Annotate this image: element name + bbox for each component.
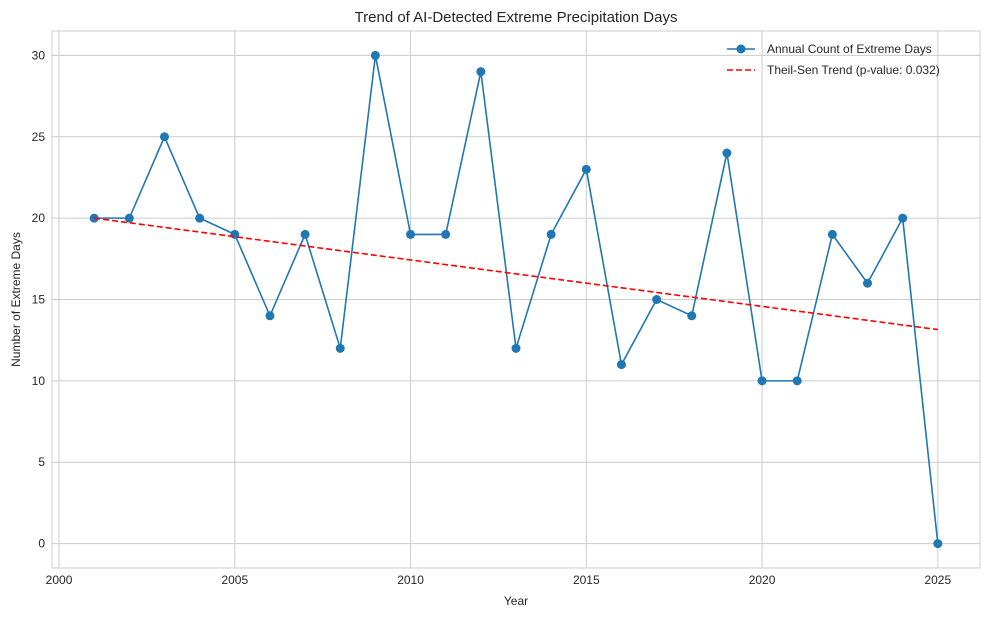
data-point bbox=[827, 229, 837, 239]
y-axis: 0 5 10 15 20 25 30 bbox=[32, 48, 46, 550]
data-point bbox=[370, 50, 380, 60]
data-point bbox=[898, 213, 908, 223]
grid bbox=[52, 31, 980, 568]
data-point bbox=[406, 229, 416, 239]
data-point bbox=[300, 229, 310, 239]
data-point bbox=[476, 67, 486, 77]
data-point bbox=[511, 343, 521, 353]
data-point bbox=[124, 213, 134, 223]
y-tick-label: 0 bbox=[38, 537, 45, 551]
data-point bbox=[335, 343, 345, 353]
y-tick-label: 15 bbox=[32, 293, 46, 307]
data-point bbox=[616, 360, 626, 370]
data-point bbox=[757, 376, 767, 386]
legend-label: Annual Count of Extreme Days bbox=[767, 42, 932, 56]
data-point bbox=[933, 539, 943, 549]
data-point bbox=[265, 311, 275, 321]
data-point bbox=[441, 229, 451, 239]
x-tick-label: 2005 bbox=[221, 573, 248, 587]
data-point bbox=[863, 278, 873, 288]
data-point bbox=[652, 295, 662, 304]
chart-title: Trend of AI-Detected Extreme Precipitati… bbox=[355, 9, 678, 26]
x-tick-label: 2020 bbox=[749, 573, 776, 587]
y-tick-label: 20 bbox=[32, 211, 46, 225]
y-tick-label: 30 bbox=[32, 48, 46, 62]
data-point bbox=[687, 311, 697, 321]
trend-line bbox=[94, 217, 938, 331]
y-tick-label: 10 bbox=[32, 374, 46, 388]
data-point bbox=[195, 213, 205, 223]
legend-label: Theil-Sen Trend (p-value: 0.032) bbox=[767, 63, 940, 77]
plot-frame bbox=[51, 30, 981, 569]
series-layer bbox=[89, 50, 943, 549]
x-axis-label: Year bbox=[504, 594, 528, 608]
legend: Annual Count of Extreme Days Theil-Sen Tr… bbox=[727, 42, 940, 77]
y-tick-label: 25 bbox=[32, 130, 46, 144]
x-tick-label: 2010 bbox=[397, 573, 424, 587]
data-point bbox=[546, 229, 556, 239]
data-point bbox=[159, 132, 169, 142]
y-tick-label: 5 bbox=[38, 455, 45, 469]
data-point bbox=[722, 148, 732, 158]
legend-marker bbox=[736, 44, 746, 54]
x-tick-label: 2000 bbox=[46, 573, 73, 587]
y-axis-label: Number of Extreme Days bbox=[9, 232, 23, 367]
data-point bbox=[792, 376, 802, 386]
x-axis: 2000 2005 2010 2015 2020 2025 bbox=[46, 573, 952, 587]
data-point bbox=[581, 164, 591, 174]
x-tick-label: 2015 bbox=[573, 573, 600, 587]
x-tick-label: 2025 bbox=[924, 573, 951, 587]
